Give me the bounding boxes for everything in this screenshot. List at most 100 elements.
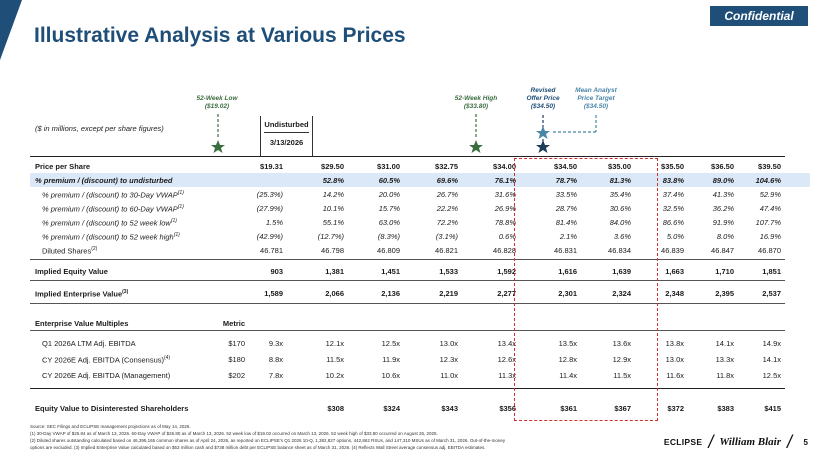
table-cell: 2,219 — [439, 289, 458, 298]
footnote-line: (1) 30-Day VWAP of $25.84 as of March 13… — [30, 431, 438, 436]
table-cell: 13.8x — [665, 339, 684, 348]
row-label: Implied Equity Value — [35, 267, 108, 276]
table-cell: 47.4% — [759, 204, 781, 213]
table-cell: 26.9% — [494, 204, 516, 213]
table-cell: (27.9%) — [256, 204, 283, 213]
table-cell: 78.7% — [555, 176, 577, 185]
table-cell: 11.3x — [498, 371, 516, 380]
table-cell: 13.0x — [439, 339, 458, 348]
table-cell: 91.9% — [712, 218, 734, 227]
table-cell: 32.5% — [662, 204, 684, 213]
table-cell: 30.6% — [609, 204, 631, 213]
row-label: Implied Enterprise Value(3) — [35, 289, 129, 299]
table-cell: 1,616 — [558, 267, 577, 276]
table-cell: $39.50 — [758, 162, 781, 171]
footnote-line: (2) Diluted shares outstanding calculate… — [30, 438, 506, 443]
table-cell: 46.821 — [435, 246, 458, 255]
row-label: Price per Share — [35, 162, 91, 171]
table-cell: 2,537 — [762, 289, 781, 298]
table-cell: 2,301 — [558, 289, 577, 298]
page-title: Illustrative Analysis at Various Prices — [34, 24, 406, 47]
table-rule — [30, 388, 785, 389]
table-row: Q1 2026A LTM Adj. EBITDA $170 9.3x 12.1x 12.… — [30, 336, 810, 350]
table-cell: 107.7% — [755, 218, 781, 227]
table-cell: 35.4% — [609, 190, 631, 199]
table-cell: 9.3x — [268, 339, 283, 348]
eclipse-logo: ECLIPSE — [663, 437, 703, 447]
table-cell: 14.9x — [762, 339, 781, 348]
table-cell: (8.3%) — [377, 232, 400, 241]
table-cell: 84.0% — [609, 218, 631, 227]
logo-divider: / — [708, 431, 714, 452]
table-cell: 5.0% — [666, 232, 684, 241]
table-cell: 55.1% — [322, 218, 344, 227]
star-icon — [536, 126, 550, 139]
logo-divider: / — [786, 431, 792, 452]
table-cell: 81.3% — [609, 176, 631, 185]
table-cell: 12.5x — [381, 339, 400, 348]
table-cell: $34.50 — [554, 162, 577, 171]
table-cell: 46.798 — [321, 246, 344, 255]
table-rule — [30, 303, 785, 304]
table-cell: 37.4% — [662, 190, 684, 199]
table-cell: 1,533 — [439, 267, 458, 276]
table-cell: $32.75 — [435, 162, 458, 171]
table-cell: $35.50 — [661, 162, 684, 171]
table-cell: 10.2x — [325, 371, 344, 380]
row-label: % premium / (discount) to 60-Day VWAP(1) — [42, 204, 184, 214]
table-cell: 13.5x — [558, 339, 577, 348]
table-cell: $308 — [327, 404, 344, 413]
table-cell: 1,589 — [264, 289, 283, 298]
table-cell: 15.7% — [378, 204, 400, 213]
table-cell: 28.7% — [555, 204, 577, 213]
footer-logos: ECLIPSE / William Blair / — [664, 432, 792, 452]
table-cell: 46.809 — [377, 246, 400, 255]
undisturbed-date: 3/13/2026 — [269, 138, 304, 147]
row-label: % premium / (discount) to 52 week low(1) — [42, 218, 177, 228]
row-label: % premium / (discount) to 30-Day VWAP(1) — [42, 190, 184, 200]
table-row: Implied Enterprise Value(3) 1,589 2,066 2,1… — [30, 286, 810, 300]
table-cell: 69.6% — [436, 176, 458, 185]
row-label: Q1 2026A LTM Adj. EBITDA — [42, 339, 136, 348]
table-row: % premium / (discount) to undisturbed 52.… — [30, 173, 810, 187]
table-cell: 3.6% — [613, 232, 631, 241]
table-cell: 2,136 — [381, 289, 400, 298]
table-cell: 83.8% — [662, 176, 684, 185]
william-blair-logo: William Blair — [719, 436, 781, 448]
table-cell: 0.6% — [498, 232, 516, 241]
table-cell: 22.2% — [436, 204, 458, 213]
undisturbed-column-frame — [260, 116, 313, 156]
table-row: Equity Value to Disinterested Shareholde… — [30, 401, 810, 415]
table-cell: 12.3x — [439, 355, 458, 364]
table-row: % premium / (discount) to 30-Day VWAP(1)… — [30, 187, 810, 201]
table-cell: 14.1x — [715, 339, 734, 348]
table-cell: 1,451 — [381, 267, 400, 276]
footnote-line: Source: SEC Filings and ECLIPSE manageme… — [30, 424, 191, 429]
table-cell: $19.31 — [260, 162, 283, 171]
row-label: Diluted Shares(2) — [42, 246, 98, 256]
table-cell: 1,592 — [497, 267, 516, 276]
undisturbed-header: Undisturbed — [264, 120, 309, 129]
row-label: Equity Value to Disinterested Shareholde… — [35, 404, 189, 413]
table-cell: 1,710 — [715, 267, 734, 276]
table-cell: 1.5% — [265, 218, 283, 227]
table-cell: 26.7% — [436, 190, 458, 199]
callout-revised-offer: Revised Offer Price ($34.50) — [526, 87, 560, 110]
table-cell: 11.5x — [613, 371, 631, 380]
table-cell: 63.0% — [378, 218, 400, 227]
table-rule — [30, 330, 785, 331]
confidential-badge: Confidential — [710, 6, 808, 26]
table-cell: $324 — [383, 404, 400, 413]
table-cell: 2,277 — [497, 289, 516, 298]
table-cell: $35.00 — [608, 162, 631, 171]
table-cell: 13.6x — [612, 339, 631, 348]
star-icon — [469, 140, 483, 153]
table-cell: $383 — [717, 404, 734, 413]
table-cell: 46.781 — [260, 246, 283, 255]
table-cell: $36.50 — [711, 162, 734, 171]
table-cell: 10.6x — [381, 371, 400, 380]
table-cell: 2,066 — [325, 289, 344, 298]
row-label: CY 2026E Adj. EBITDA (Management) — [42, 371, 171, 380]
table-cell: $343 — [441, 404, 458, 413]
table-row: CY 2026E Adj. EBITDA (Consensus)(4) $180 8… — [30, 352, 810, 366]
